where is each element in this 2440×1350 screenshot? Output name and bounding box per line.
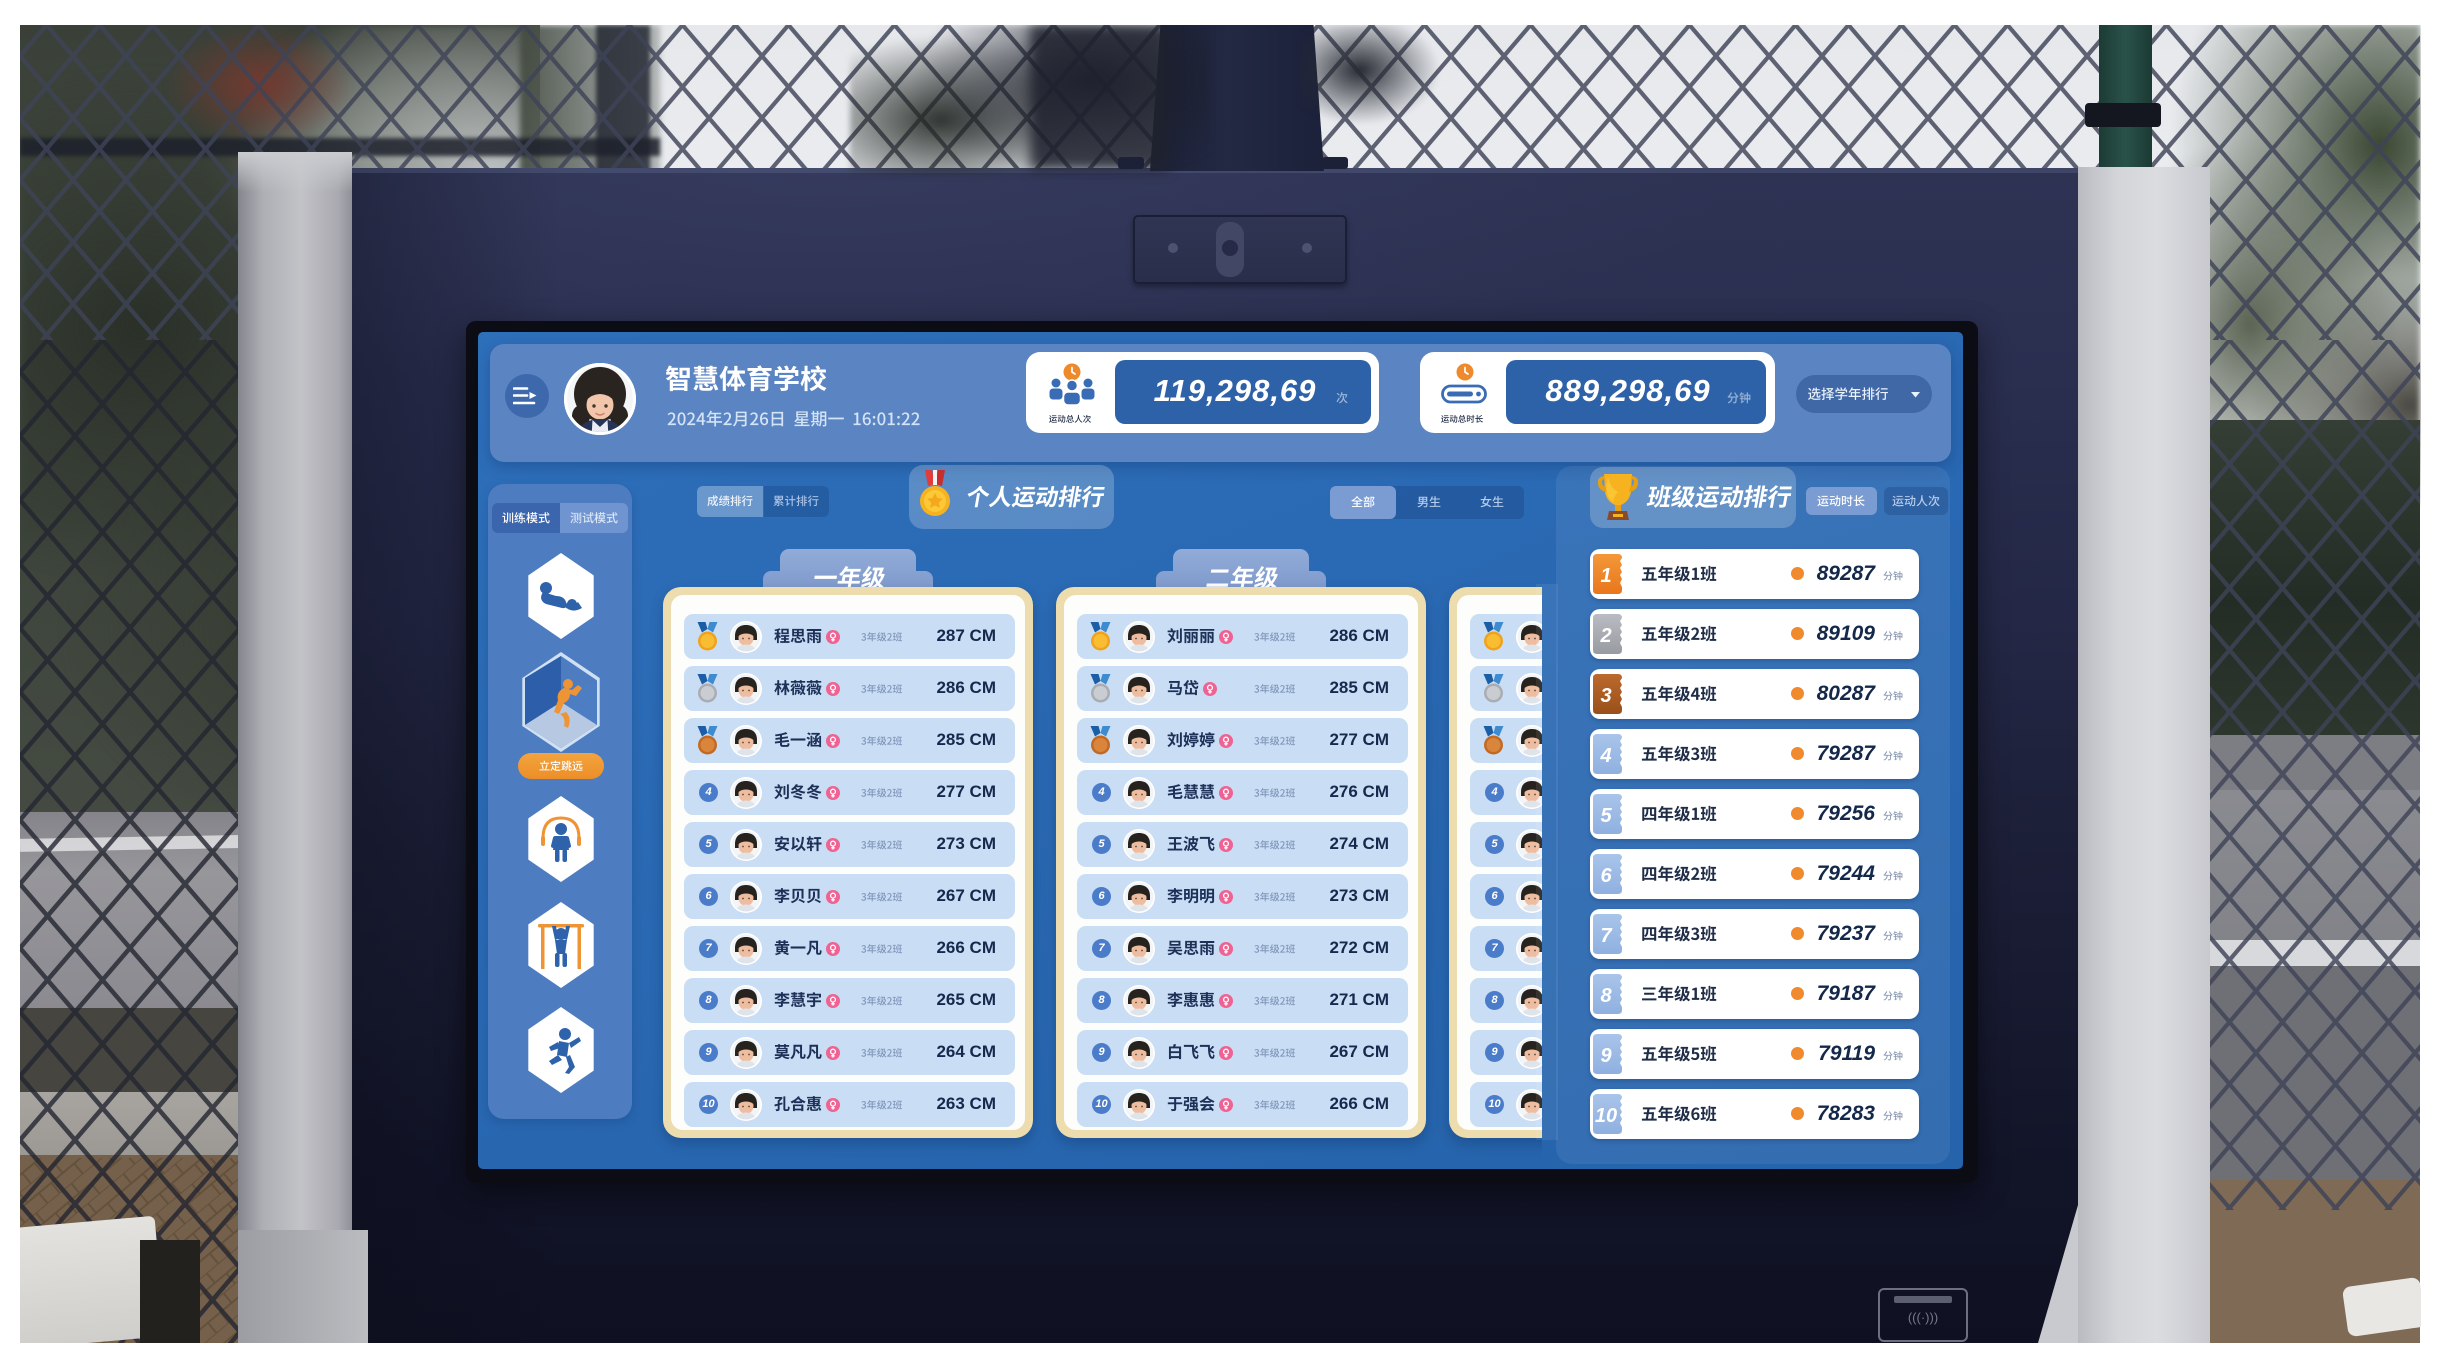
svg-text:4: 4 [1599,745,1611,767]
svg-text:8: 8 [1600,985,1612,1007]
svg-text:9: 9 [1600,1045,1612,1067]
svg-text:1: 1 [1600,565,1611,587]
svg-text:7: 7 [1600,925,1612,947]
svg-text:3: 3 [1600,685,1611,707]
svg-text:6: 6 [1600,865,1612,887]
svg-text:10: 10 [1595,1105,1617,1127]
svg-text:5: 5 [1600,805,1612,827]
svg-text:2: 2 [1599,625,1611,647]
